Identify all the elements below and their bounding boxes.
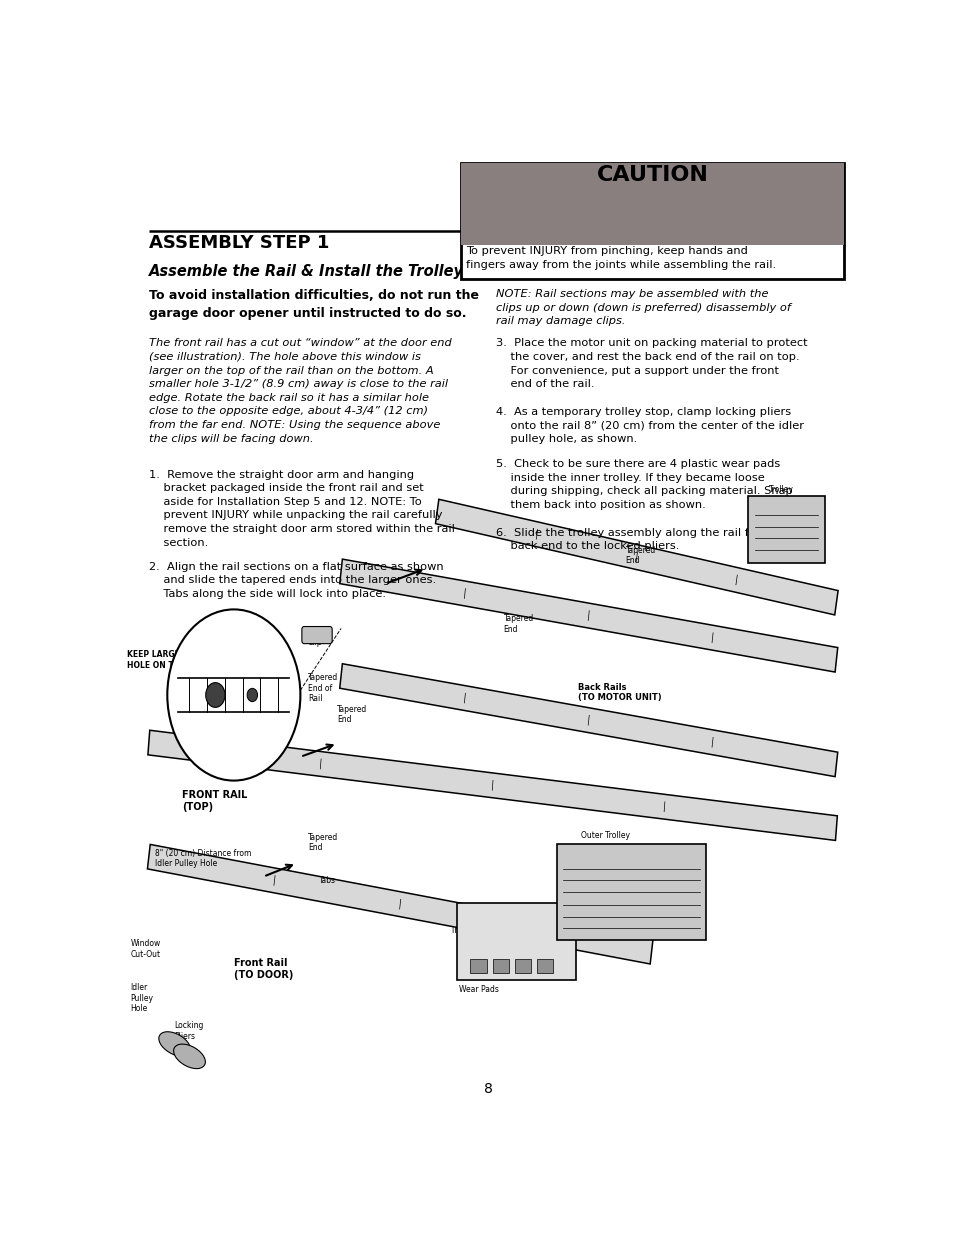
Bar (537, 960, 553, 973)
Text: To avoid installation difficulties, do not run the
garage door opener until inst: To avoid installation difficulties, do n… (149, 289, 478, 320)
Text: 6.  Slide the trolley assembly along the rail from the
    back end to the locke: 6. Slide the trolley assembly along the … (496, 527, 793, 551)
Text: To prevent INJURY from pinching, keep hands and
fingers away from the joints whi: To prevent INJURY from pinching, keep ha… (465, 246, 776, 270)
Text: CAUTION: CAUTION (596, 165, 707, 185)
Polygon shape (435, 499, 838, 615)
Text: Trolley: Trolley (768, 485, 793, 494)
Polygon shape (339, 559, 837, 672)
Text: Assemble the Rail & Install the Trolley: Assemble the Rail & Install the Trolley (149, 264, 463, 279)
Polygon shape (339, 663, 837, 777)
Text: Tabs: Tabs (318, 876, 335, 884)
Text: Back Rails
(TO MOTOR UNIT): Back Rails (TO MOTOR UNIT) (577, 683, 660, 701)
FancyBboxPatch shape (748, 496, 823, 563)
Text: Wear Pads: Wear Pads (459, 986, 498, 994)
Text: 5.  Check to be sure there are 4 plastic wear pads
    inside the inner trolley.: 5. Check to be sure there are 4 plastic … (496, 459, 792, 510)
Text: Idler
Pulley
Hole: Idler Pulley Hole (131, 983, 153, 1013)
Text: Tapered
End of
Rail: Tapered End of Rail (308, 673, 337, 703)
Text: Clip: Clip (308, 638, 322, 647)
Text: 3.  Place the motor unit on packing material to protect
    the cover, and rest : 3. Place the motor unit on packing mater… (496, 338, 807, 389)
Bar (515, 960, 531, 973)
Polygon shape (148, 845, 652, 965)
Text: 4.  As a temporary trolley stop, clamp locking pliers
    onto the rail 8” (20 c: 4. As a temporary trolley stop, clamp lo… (496, 406, 803, 445)
Text: 8" (20 cm) Distance from
Idler Pulley Hole: 8" (20 cm) Distance from Idler Pulley Ho… (154, 848, 251, 868)
Circle shape (206, 683, 225, 708)
Text: ASSEMBLY STEP 1: ASSEMBLY STEP 1 (149, 233, 329, 252)
Text: KEEP LARGER
HOLE ON TOP: KEEP LARGER HOLE ON TOP (127, 651, 186, 669)
Text: 8: 8 (484, 1082, 493, 1095)
Circle shape (247, 688, 257, 701)
Text: Inner Trolley: Inner Trolley (452, 926, 498, 935)
Text: NOTE: Rail sections may be assembled with the
clips up or down (down is preferre: NOTE: Rail sections may be assembled wit… (496, 289, 790, 326)
Polygon shape (148, 730, 837, 841)
Text: Window
Cut-Out: Window Cut-Out (131, 940, 160, 958)
Bar (460, 163, 842, 246)
Text: The front rail has a cut out “window” at the door end
(see illustration). The ho: The front rail has a cut out “window” at… (149, 338, 451, 443)
FancyBboxPatch shape (301, 626, 332, 643)
Ellipse shape (158, 1031, 191, 1056)
Text: Outer Trolley: Outer Trolley (580, 831, 630, 841)
Text: Locking
Pliers: Locking Pliers (174, 1021, 204, 1041)
Text: Front Rail
(TO DOOR): Front Rail (TO DOOR) (233, 958, 293, 981)
Bar (492, 960, 508, 973)
Text: Tapered
End: Tapered End (503, 614, 534, 634)
Text: Tapered
End: Tapered End (308, 832, 337, 852)
Ellipse shape (173, 1044, 205, 1068)
Text: Tapered
End: Tapered End (625, 546, 656, 566)
FancyBboxPatch shape (456, 903, 576, 981)
Bar (460, 163, 842, 279)
Bar (470, 960, 486, 973)
Text: 1.  Remove the straight door arm and hanging
    bracket packaged inside the fro: 1. Remove the straight door arm and hang… (149, 469, 455, 547)
Text: 2.  Align the rail sections on a flat surface as shown
    and slide the tapered: 2. Align the rail sections on a flat sur… (149, 562, 443, 599)
Circle shape (167, 609, 300, 781)
Text: FRONT RAIL
(TOP): FRONT RAIL (TOP) (182, 790, 247, 811)
FancyBboxPatch shape (557, 845, 705, 940)
Text: Tapered
End: Tapered End (337, 704, 367, 724)
